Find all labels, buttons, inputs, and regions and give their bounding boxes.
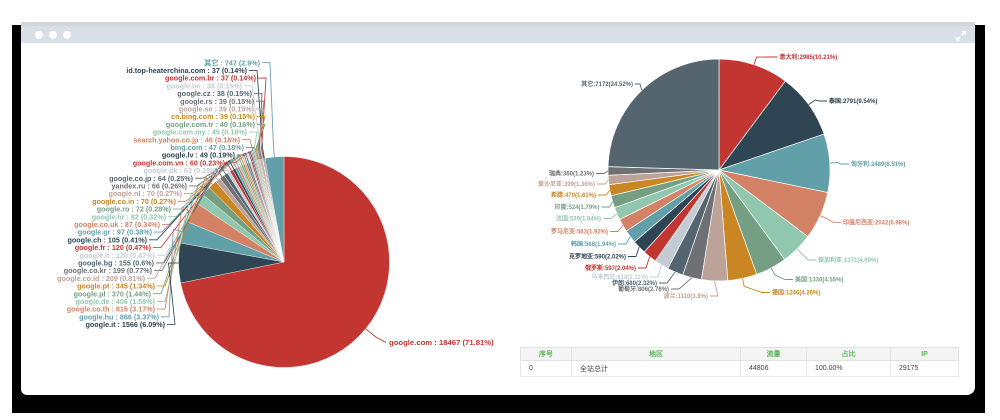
svg-text:google.pl : 370 (1.44%): google.pl : 370 (1.44%) [74, 289, 152, 298]
svg-text:google.bg : 155 (0.6%): google.bg : 155 (0.6%) [78, 259, 154, 268]
svg-text:伊朗:680(2.32%): 伊朗:680(2.32%) [611, 279, 657, 287]
svg-text:google.com.vn : 60 (0.23%): google.com.vn : 60 (0.23%) [133, 158, 226, 167]
svg-text:google.dk : 63 (0.25%): google.dk : 63 (0.25%) [144, 166, 220, 175]
svg-text:印度:524(1.79%): 印度:524(1.79%) [554, 203, 599, 211]
svg-text:韩国:568(1.94%): 韩国:568(1.94%) [571, 240, 616, 248]
svg-text:google.cz : 38 (0.15%): google.cz : 38 (0.15%) [177, 89, 252, 98]
svg-text:美国:1330(4.55%): 美国:1330(4.55%) [794, 276, 843, 284]
svg-text:希腊:470(1.61%): 希腊:470(1.61%) [551, 191, 596, 199]
svg-text:匈牙利:2489(8.51%): 匈牙利:2489(8.51%) [850, 160, 905, 168]
svg-text:google.lt : 120 (0.47%): google.lt : 120 (0.47%) [80, 251, 156, 260]
svg-text:google.de : 406 (1.58%): google.de : 406 (1.58%) [76, 297, 156, 306]
svg-text:google.co.jp : 64 (0.25%): google.co.jp : 64 (0.25%) [109, 174, 193, 183]
svg-text:google.se : 39 (0.15%): google.se : 39 (0.15%) [179, 105, 255, 114]
svg-text:google.gr : 97 (0.38%): google.gr : 97 (0.38%) [78, 228, 153, 237]
svg-text:保加利亚:1371(4.69%): 保加利亚:1371(4.69%) [817, 256, 878, 264]
svg-text:葡萄牙:806(2.76%): 葡萄牙:806(2.76%) [617, 285, 669, 293]
svg-text:google.com.my : 45 (0.18%): google.com.my : 45 (0.18%) [153, 128, 248, 137]
svg-text:google.com.br : 37 (0.14%): google.com.br : 37 (0.14%) [165, 74, 257, 83]
svg-text:法国:539(1.84%): 法国:539(1.84%) [556, 215, 601, 223]
svg-text:google.com.tr : 40 (0.16%): google.com.tr : 40 (0.16%) [166, 120, 256, 129]
svg-text:google.co.kr : 199 (0.77%): google.co.kr : 199 (0.77%) [64, 266, 153, 275]
svg-text:德国:1246(4.26%): 德国:1246(4.26%) [771, 289, 820, 297]
svg-text:瑞典:360(1.23%): 瑞典:360(1.23%) [549, 170, 594, 178]
svg-text:爱沙尼亚:399(1.36%): 爱沙尼亚:399(1.36%) [538, 180, 595, 188]
svg-text:bing.com : 47 (0.18%): bing.com : 47 (0.18%) [171, 143, 245, 152]
svg-text:google.it : 1566 (6.09%): google.it : 1566 (6.09%) [86, 320, 166, 329]
svg-text:印度尼西亚:2042(6.98%): 印度尼西亚:2042(6.98%) [843, 219, 909, 227]
svg-text:google.be : 38 (0.15%): google.be : 38 (0.15%) [167, 81, 243, 90]
svg-text:意大利:2985(10.21%): 意大利:2985(10.21%) [780, 53, 838, 61]
svg-text:其它 : 747 (2.9%): 其它 : 747 (2.9%) [204, 58, 261, 67]
svg-text:其它:7172(24.52%): 其它:7172(24.52%) [581, 80, 633, 88]
svg-text:yandex.ru : 66 (0.26%): yandex.ru : 66 (0.26%) [111, 182, 187, 191]
svg-text:google.nl : 70 (0.27%): google.nl : 70 (0.27%) [109, 189, 183, 198]
svg-text:google.co.in : 70 (0.27%): google.co.in : 70 (0.27%) [92, 197, 176, 206]
svg-text:google.co.uk : 87 (0.34%): google.co.uk : 87 (0.34%) [74, 220, 160, 229]
svg-text:google.fr : 120 (0.47%): google.fr : 120 (0.47%) [75, 243, 152, 252]
svg-text:google.lv : 49 (0.19%): google.lv : 49 (0.19%) [162, 151, 236, 160]
svg-text:google.ro : 72 (0.28%): google.ro : 72 (0.28%) [97, 205, 172, 214]
svg-text:cn.bing.com : 39 (0.15%): cn.bing.com : 39 (0.15%) [171, 112, 255, 121]
svg-text:id.top-heaterchina.com : 37 (0: id.top-heaterchina.com : 37 (0.14%) [126, 66, 247, 75]
svg-text:google.hr : 82 (0.32%): google.hr : 82 (0.32%) [92, 212, 167, 221]
svg-text:泰国:2791(9.54%): 泰国:2791(9.54%) [828, 97, 877, 105]
svg-text:马来西亚:618(2.11%): 马来西亚:618(2.11%) [591, 273, 648, 281]
svg-text:search.yahoo.co.jp : 46 (0.18%: search.yahoo.co.jp : 46 (0.18%) [133, 135, 240, 144]
svg-text:google.co.th : 815 (3.17%): google.co.th : 815 (3.17%) [67, 305, 156, 314]
svg-text:克罗地亚:590(2.02%): 克罗地亚:590(2.02%) [568, 253, 626, 261]
svg-text:google.com : 18467 (71.81%): google.com : 18467 (71.81%) [389, 338, 494, 347]
svg-text:google.pt : 345 (1.34%): google.pt : 345 (1.34%) [77, 282, 155, 291]
svg-text:google.co.id : 209 (0.81%): google.co.id : 209 (0.81%) [57, 274, 145, 283]
svg-text:罗马尼亚:563(1.92%): 罗马尼亚:563(1.92%) [551, 228, 608, 236]
svg-text:波兰:1110(3.8%): 波兰:1110(3.8%) [664, 292, 708, 300]
svg-text:google.hu : 866 (3.37%): google.hu : 866 (3.37%) [79, 312, 159, 321]
svg-text:俄罗斯:597(2.04%): 俄罗斯:597(2.04%) [584, 264, 636, 272]
svg-text:google.ch : 105 (0.41%): google.ch : 105 (0.41%) [68, 235, 148, 244]
svg-text:google.rs : 39 (0.15%): google.rs : 39 (0.15%) [180, 97, 254, 106]
